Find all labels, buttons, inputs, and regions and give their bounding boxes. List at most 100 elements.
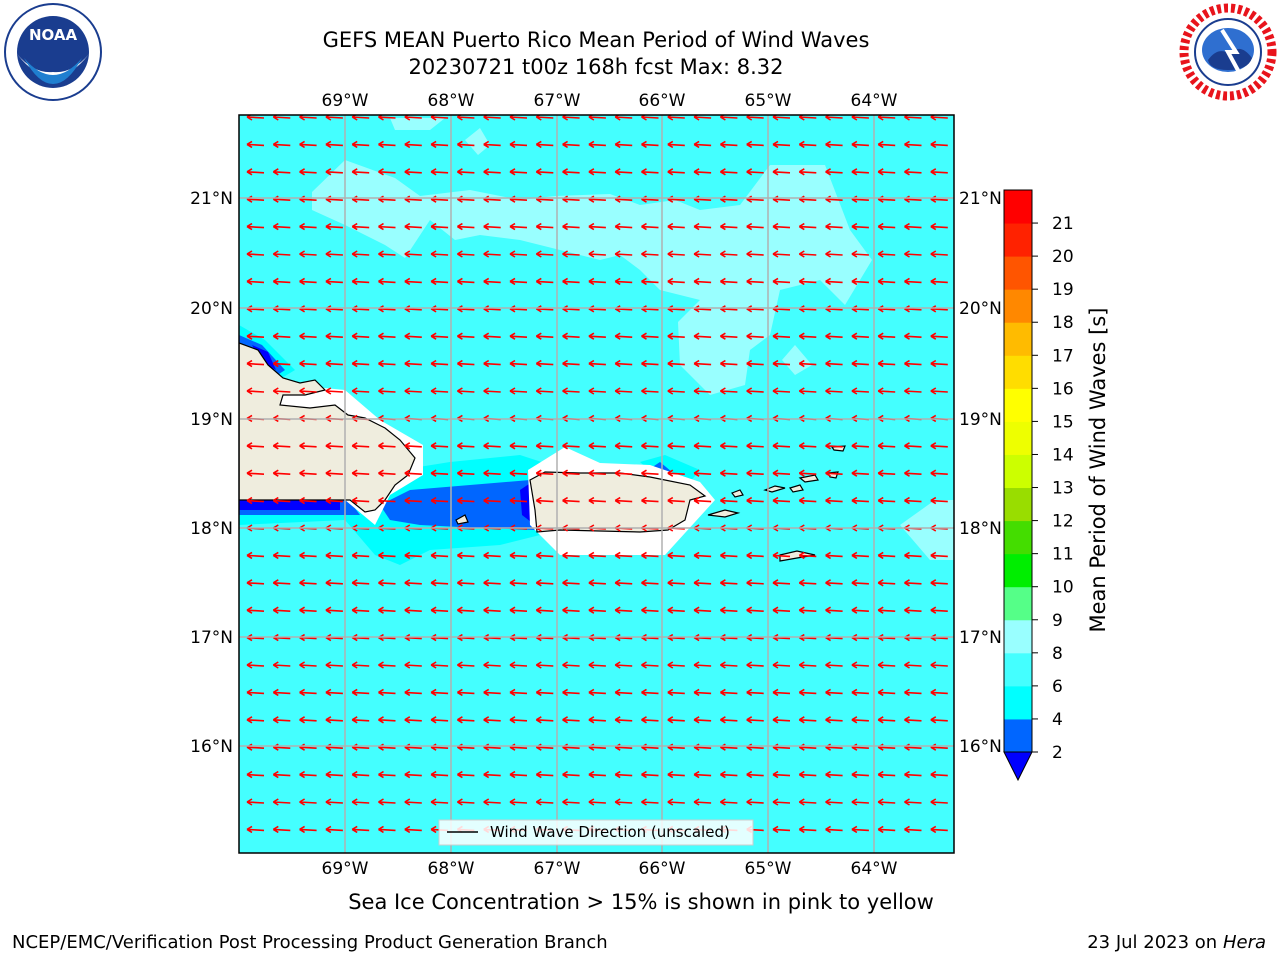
wave-direction-arrow bbox=[562, 442, 580, 450]
wave-direction-arrow bbox=[719, 688, 738, 697]
wave-direction-arrow bbox=[746, 688, 764, 697]
wave-direction-arrow bbox=[693, 222, 712, 231]
wave-direction-arrow bbox=[483, 250, 501, 258]
wave-direction-arrow bbox=[798, 387, 817, 395]
wave-direction-arrow bbox=[535, 496, 554, 505]
wave-direction-arrow bbox=[246, 442, 265, 450]
wave-direction-arrow bbox=[772, 688, 791, 697]
wave-direction-arrow bbox=[325, 798, 343, 806]
wave-direction-arrow bbox=[693, 551, 712, 560]
footer-date: 23 Jul 2023 on Hera bbox=[1087, 932, 1266, 953]
wave-direction-arrow bbox=[325, 140, 343, 149]
wave-direction-arrow bbox=[299, 798, 317, 806]
wave-direction-arrow bbox=[272, 496, 291, 505]
wave-direction-arrow bbox=[404, 606, 422, 614]
wave-direction-arrow bbox=[719, 798, 738, 806]
wave-direction-arrow bbox=[456, 387, 475, 395]
lat-tick-right: 17°N bbox=[959, 628, 1002, 648]
wave-direction-arrow bbox=[772, 661, 791, 669]
wave-direction-arrow bbox=[930, 579, 948, 587]
wave-direction-arrow bbox=[904, 332, 922, 340]
wave-direction-arrow bbox=[667, 798, 685, 806]
wave-direction-arrow bbox=[772, 387, 791, 395]
wave-direction-arrow bbox=[588, 359, 606, 368]
wave-direction-arrow bbox=[404, 250, 422, 258]
wave-direction-arrow bbox=[851, 250, 869, 258]
wave-direction-arrow bbox=[378, 579, 396, 587]
wave-direction-arrow bbox=[483, 551, 501, 560]
wave-direction-arrow bbox=[798, 579, 817, 587]
wave-direction-arrow bbox=[851, 798, 869, 806]
wave-direction-arrow bbox=[772, 770, 791, 779]
lat-ticks-right: 21°N 20°N 19°N 18°N 17°N 16°N bbox=[959, 189, 1002, 757]
wave-direction-arrow bbox=[535, 332, 554, 340]
wave-direction-arrow bbox=[614, 359, 633, 368]
wave-direction-arrow bbox=[404, 168, 422, 176]
land-tortola bbox=[798, 474, 819, 483]
wave-direction-arrow bbox=[299, 222, 317, 231]
wave-direction-arrow bbox=[272, 140, 291, 149]
colorbar-segment bbox=[1004, 619, 1032, 654]
wave-direction-arrow bbox=[798, 606, 817, 614]
wave-direction-arrow bbox=[825, 661, 843, 669]
colorbar-segment bbox=[1004, 520, 1032, 555]
wave-direction-arrow bbox=[246, 798, 265, 806]
wave-direction-arrow bbox=[904, 222, 922, 231]
wave-direction-arrow bbox=[667, 770, 685, 779]
wave-direction-arrow bbox=[825, 442, 843, 450]
wave-direction-arrow bbox=[299, 551, 317, 560]
wave-direction-arrow bbox=[877, 798, 896, 806]
lon-tick-bottom: 65°W bbox=[745, 859, 792, 879]
lat-tick-left: 18°N bbox=[190, 519, 233, 539]
wave-direction-arrow bbox=[667, 469, 685, 477]
wave-direction-arrow bbox=[746, 250, 764, 258]
wave-direction-arrow bbox=[719, 140, 738, 149]
wave-direction-arrow bbox=[483, 469, 501, 477]
wave-direction-arrow bbox=[641, 496, 659, 505]
wave-direction-arrow bbox=[562, 359, 580, 368]
wave-direction-arrow bbox=[509, 222, 528, 231]
wave-direction-arrow bbox=[325, 442, 343, 450]
wave-direction-arrow bbox=[641, 551, 659, 560]
wave-direction-arrow bbox=[378, 716, 396, 724]
wave-direction-arrow bbox=[772, 496, 791, 505]
wave-direction-arrow bbox=[772, 551, 791, 560]
wave-direction-arrow bbox=[456, 496, 475, 505]
wave-direction-arrow bbox=[325, 606, 343, 614]
wave-direction-arrow bbox=[641, 359, 659, 368]
wave-direction-arrow bbox=[904, 661, 922, 669]
wave-direction-arrow bbox=[877, 332, 896, 340]
wave-direction-arrow bbox=[641, 469, 659, 477]
wave-direction-arrow bbox=[877, 716, 896, 724]
wave-direction-arrow bbox=[456, 140, 475, 149]
wave-direction-arrow bbox=[904, 469, 922, 477]
wave-direction-arrow bbox=[719, 770, 738, 779]
wave-direction-arrow bbox=[430, 688, 449, 697]
wave-direction-arrow bbox=[378, 551, 396, 560]
land-st-john bbox=[789, 484, 804, 493]
wave-direction-arrow bbox=[430, 359, 449, 368]
colorbar-tick-label: 19 bbox=[1052, 280, 1074, 300]
wave-direction-arrow bbox=[693, 770, 712, 779]
wave-direction-arrow bbox=[246, 661, 265, 669]
wave-direction-arrow bbox=[667, 250, 685, 258]
wave-direction-arrow bbox=[825, 496, 843, 505]
wave-direction-arrow bbox=[404, 359, 422, 368]
wave-direction-arrow bbox=[588, 770, 606, 779]
colorbar-tick-label: 13 bbox=[1052, 479, 1074, 499]
land-vieques bbox=[707, 509, 741, 518]
colorbar-segment bbox=[1004, 223, 1032, 257]
wave-direction-arrow bbox=[562, 551, 580, 560]
wave-direction-arrow bbox=[772, 332, 791, 340]
wave-direction-arrow bbox=[825, 277, 843, 286]
wave-direction-arrow bbox=[614, 770, 633, 779]
wave-direction-arrow bbox=[877, 606, 896, 614]
wave-direction-arrow bbox=[614, 222, 633, 231]
wave-direction-arrow bbox=[483, 579, 501, 587]
wave-direction-arrow bbox=[562, 770, 580, 779]
wave-direction-arrow bbox=[378, 496, 396, 505]
lon-ticks-top: 69°W 68°W 67°W 66°W 65°W 64°W bbox=[322, 91, 898, 111]
wave-direction-arrow bbox=[851, 825, 869, 834]
wave-direction-arrow bbox=[588, 688, 606, 697]
nws-logo bbox=[1179, 3, 1277, 101]
